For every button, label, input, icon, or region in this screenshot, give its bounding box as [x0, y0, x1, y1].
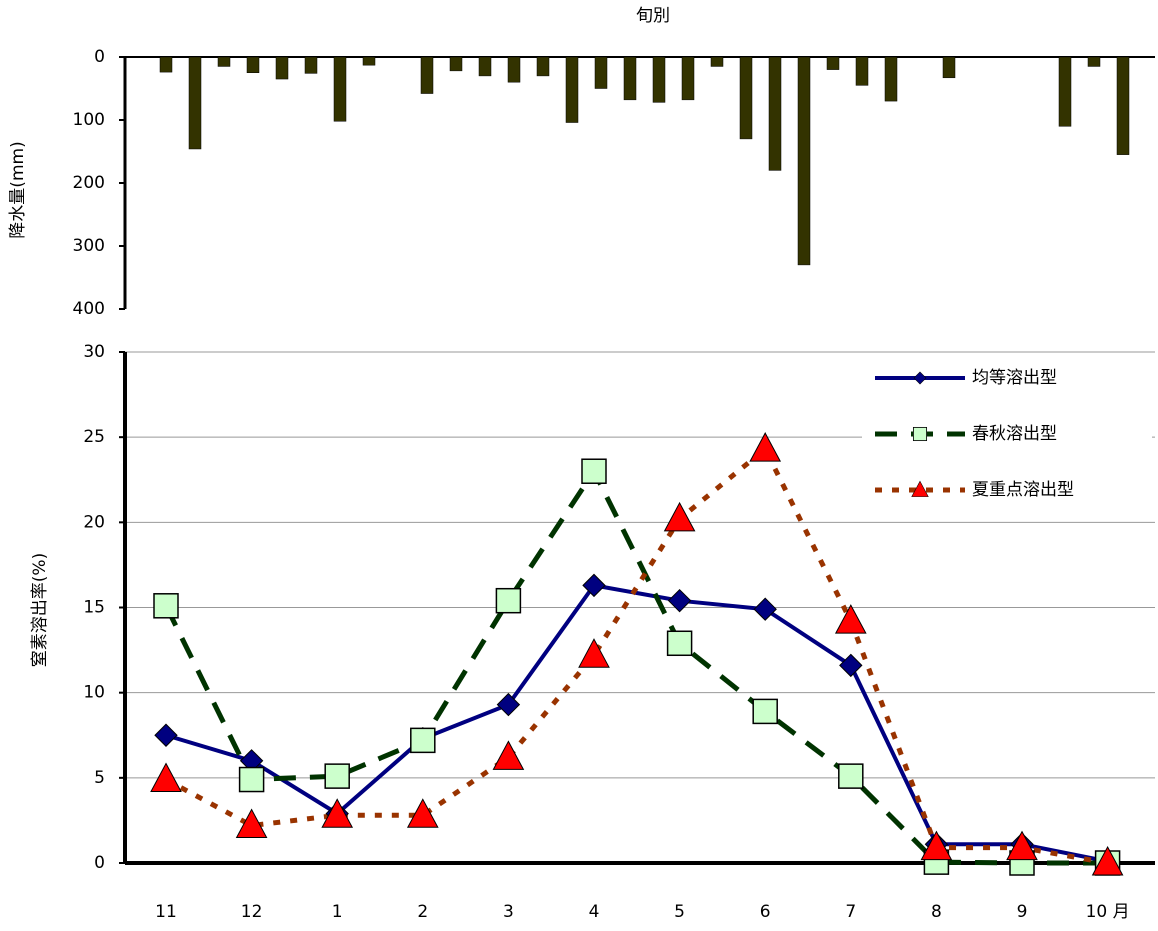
- bar: [942, 56, 956, 79]
- x-tick-label: 6: [760, 902, 771, 922]
- bar: [594, 56, 608, 89]
- y-tick-label: 15: [83, 598, 105, 618]
- bar: [420, 56, 434, 94]
- bar: [1087, 56, 1101, 67]
- bar: [275, 56, 289, 80]
- bar: [855, 56, 869, 86]
- bar: [710, 56, 724, 67]
- legend-label: 春秋溶出型: [972, 424, 1057, 444]
- marker: [663, 501, 696, 532]
- y-tick-label: 20: [83, 512, 105, 532]
- series-line: [164, 445, 1109, 866]
- marker: [321, 798, 354, 828]
- legend-label: 夏重点溶出型: [972, 480, 1074, 500]
- bar: [1116, 56, 1130, 155]
- x-tick-label: 12: [241, 902, 263, 922]
- legend-label: 均等溶出型: [972, 368, 1057, 388]
- y-tick-label: 10: [83, 683, 105, 703]
- y-tick-label: 400: [73, 299, 105, 319]
- x-tick-label: 5: [674, 902, 685, 922]
- marker: [150, 762, 182, 793]
- marker: [920, 830, 953, 861]
- marker: [838, 763, 864, 789]
- x-tick-label: 7: [845, 902, 856, 922]
- series-line: [165, 583, 1108, 864]
- marker: [666, 630, 693, 657]
- y-tick-label: 200: [73, 173, 105, 193]
- x-tick-label: 3: [503, 902, 514, 922]
- marker: [752, 698, 778, 725]
- bar: [884, 56, 898, 102]
- marker: [582, 573, 606, 598]
- legend-marker: [913, 371, 927, 385]
- marker: [235, 808, 268, 839]
- x-tick-label: 10 月: [1086, 902, 1130, 922]
- legend-marker: [912, 426, 928, 442]
- bar: [739, 56, 753, 140]
- bar: [536, 56, 550, 77]
- marker: [154, 723, 178, 747]
- marker: [581, 458, 607, 484]
- y-axis-label: 窒素溶出率(%): [30, 553, 50, 667]
- y-tick-label: 25: [83, 427, 105, 447]
- y-tick-label: 100: [73, 110, 105, 130]
- x-tick-label: 8: [931, 902, 942, 922]
- y-tick-label: 300: [73, 236, 105, 256]
- bar: [246, 56, 260, 73]
- bar: [362, 56, 376, 66]
- bar: [333, 56, 347, 122]
- y-tick-label: 5: [94, 768, 105, 788]
- bar: [652, 56, 666, 103]
- legend-marker: [911, 480, 929, 497]
- bar: [159, 56, 173, 73]
- marker: [1091, 845, 1124, 876]
- marker: [153, 593, 179, 619]
- marker: [753, 597, 777, 621]
- bar: [304, 56, 318, 74]
- bar: [188, 56, 202, 150]
- bar: [826, 56, 840, 70]
- x-tick-label: 4: [589, 902, 600, 922]
- chart-title: 旬別: [636, 6, 670, 26]
- marker: [749, 432, 782, 462]
- y-tick-label: 0: [94, 47, 105, 67]
- bar: [681, 56, 695, 101]
- bar: [1058, 56, 1072, 127]
- bar: [217, 56, 231, 67]
- marker: [495, 587, 522, 614]
- x-tick-label: 9: [1017, 902, 1028, 922]
- series-line: [163, 466, 1108, 866]
- bar: [623, 56, 637, 101]
- marker: [839, 653, 863, 678]
- y-tick-label: 0: [94, 853, 105, 873]
- marker: [496, 692, 521, 717]
- marker: [834, 604, 867, 634]
- marker: [1006, 830, 1038, 861]
- bar: [449, 56, 463, 72]
- bar: [797, 56, 811, 266]
- x-tick-label: 1: [332, 902, 343, 922]
- bar: [565, 56, 579, 123]
- marker: [492, 740, 525, 770]
- marker: [324, 763, 350, 789]
- marker: [667, 588, 692, 613]
- x-tick-label: 2: [417, 902, 428, 922]
- marker: [410, 727, 436, 754]
- x-tick-label: 11: [155, 902, 177, 922]
- marker: [238, 766, 265, 793]
- bar: [478, 56, 492, 77]
- marker: [578, 638, 610, 668]
- y-tick-label: 30: [83, 342, 105, 362]
- bar: [768, 56, 782, 171]
- marker: [406, 798, 439, 828]
- y-axis-label: 降水量(mm): [8, 141, 28, 238]
- bar: [507, 56, 521, 83]
